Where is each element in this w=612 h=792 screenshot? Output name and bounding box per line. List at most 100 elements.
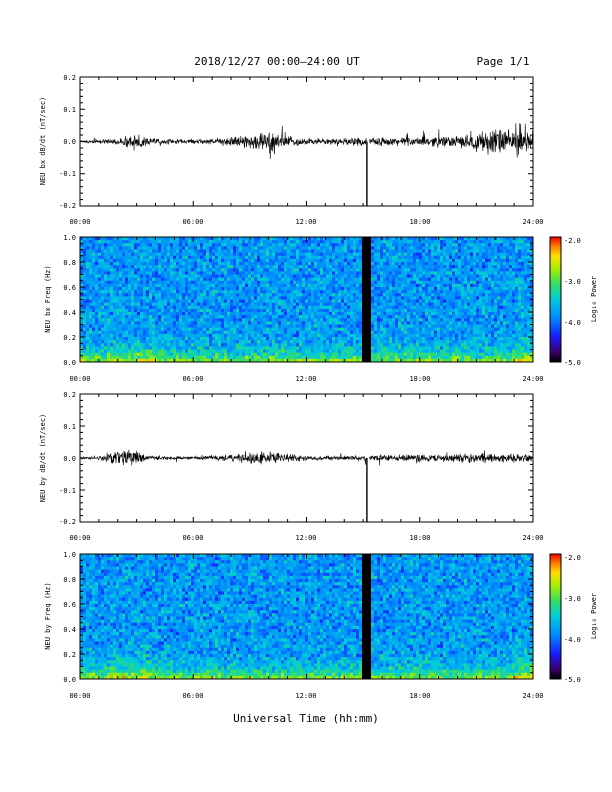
spectrogram-cell [113, 240, 116, 244]
spectrogram-cell [434, 265, 437, 269]
spectrogram-cell [428, 346, 431, 350]
spectrogram-cell [281, 287, 284, 291]
spectrogram-cell [179, 343, 182, 347]
spectrogram-cell [212, 253, 215, 257]
spectrogram-cell [374, 321, 377, 325]
spectrogram-cell [170, 315, 173, 319]
spectrogram-cell [260, 315, 263, 319]
spectrogram-cell [353, 300, 356, 304]
spectrogram-cell [404, 284, 407, 288]
spectrogram-cell [164, 312, 167, 316]
spectrogram-cell [299, 259, 302, 263]
spectrogram-cell [311, 275, 314, 279]
spectrogram-cell [344, 328, 347, 332]
spectrogram-cell [86, 328, 89, 332]
spectrogram-cell [131, 325, 134, 329]
spectrogram-cell [158, 325, 161, 329]
spectrogram-cell [122, 259, 125, 263]
spectrogram-cell [149, 356, 152, 360]
spectrogram-cell [197, 350, 200, 354]
spectrogram-cell [341, 356, 344, 360]
spectrogram-cell [104, 278, 107, 282]
spectrogram-cell [425, 246, 428, 250]
spectrogram-cell [161, 278, 164, 282]
spectrogram-cell [155, 253, 158, 257]
spectrogram-cell [335, 281, 338, 285]
spectrogram-cell [245, 293, 248, 297]
spectrogram-cell [416, 246, 419, 250]
spectrogram-cell [176, 278, 179, 282]
spectrogram-cell [95, 268, 98, 272]
spectrogram-cell [185, 334, 188, 338]
spectrogram-cell [425, 243, 428, 247]
spectrogram-cell [410, 246, 413, 250]
spectrogram-cell [107, 271, 110, 275]
spectrogram-cell [335, 284, 338, 288]
spectrogram-cell [113, 287, 116, 291]
spectrogram-cell [197, 312, 200, 316]
spectrogram-cell [269, 259, 272, 263]
spectrogram-cell [275, 321, 278, 325]
spectrogram-cell [431, 253, 434, 257]
spectrogram-cell [344, 259, 347, 263]
spectrogram-cell [332, 250, 335, 254]
spectrogram-cell [86, 356, 89, 360]
spectrogram-cell [284, 246, 287, 250]
spectrogram-cell [419, 325, 422, 329]
spectrogram-cell [302, 340, 305, 344]
spectrogram-cell [194, 268, 197, 272]
spectrogram-cell [338, 346, 341, 350]
spectrogram-cell [332, 259, 335, 263]
spectrogram-cell [140, 271, 143, 275]
spectrogram-cell [425, 346, 428, 350]
spectrogram-cell [149, 337, 152, 341]
spectrogram-cell [434, 296, 437, 300]
spectrogram-cell [437, 306, 440, 310]
spectrogram-cell [98, 350, 101, 354]
spectrogram-cell [284, 284, 287, 288]
spectrogram-cell [167, 250, 170, 254]
spectrogram-cell [140, 343, 143, 347]
spectrogram-cell [392, 240, 395, 244]
y-tick-label: 0.0 [63, 138, 76, 146]
spectrogram-cell [425, 315, 428, 319]
spectrogram-cell [341, 256, 344, 260]
spectrogram-cell [284, 256, 287, 260]
spectrogram-cell [353, 243, 356, 247]
spectrogram-cell [440, 350, 443, 354]
spectrogram-cell [389, 262, 392, 266]
spectrogram-cell [110, 350, 113, 354]
spectrogram-cell [404, 275, 407, 279]
spectrogram-cell [98, 259, 101, 263]
spectrogram-cell [149, 334, 152, 338]
spectrogram-cell [86, 293, 89, 297]
spectrogram-cell [203, 328, 206, 332]
spectrogram-cell [191, 268, 194, 272]
spectrogram-cell [104, 318, 107, 322]
spectrogram-cell [377, 243, 380, 247]
spectrogram-cell [107, 303, 110, 307]
spectrogram-cell [197, 278, 200, 282]
spectrogram-cell [332, 281, 335, 285]
spectrogram-cell [110, 250, 113, 254]
spectrogram-cell [224, 353, 227, 357]
spectrogram-cell [188, 246, 191, 250]
spectrogram-cell [131, 290, 134, 294]
spectrogram-cell [167, 346, 170, 350]
spectrogram-cell [89, 281, 92, 285]
spectrogram-cell [287, 343, 290, 347]
spectrogram-cell [140, 287, 143, 291]
spectrogram-cell [239, 325, 242, 329]
spectrogram-cell [353, 237, 356, 241]
spectrogram-cell [410, 318, 413, 322]
spectrogram-cell [257, 306, 260, 310]
spectrogram-cell [218, 284, 221, 288]
spectrogram-cell [197, 331, 200, 335]
spectrogram-cell [431, 240, 434, 244]
spectrogram-cell [338, 265, 341, 269]
spectrogram-cell [230, 325, 233, 329]
spectrogram-cell [347, 296, 350, 300]
spectrogram-cell [338, 318, 341, 322]
spectrogram-cell [323, 256, 326, 260]
spectrogram-cell [83, 325, 86, 329]
